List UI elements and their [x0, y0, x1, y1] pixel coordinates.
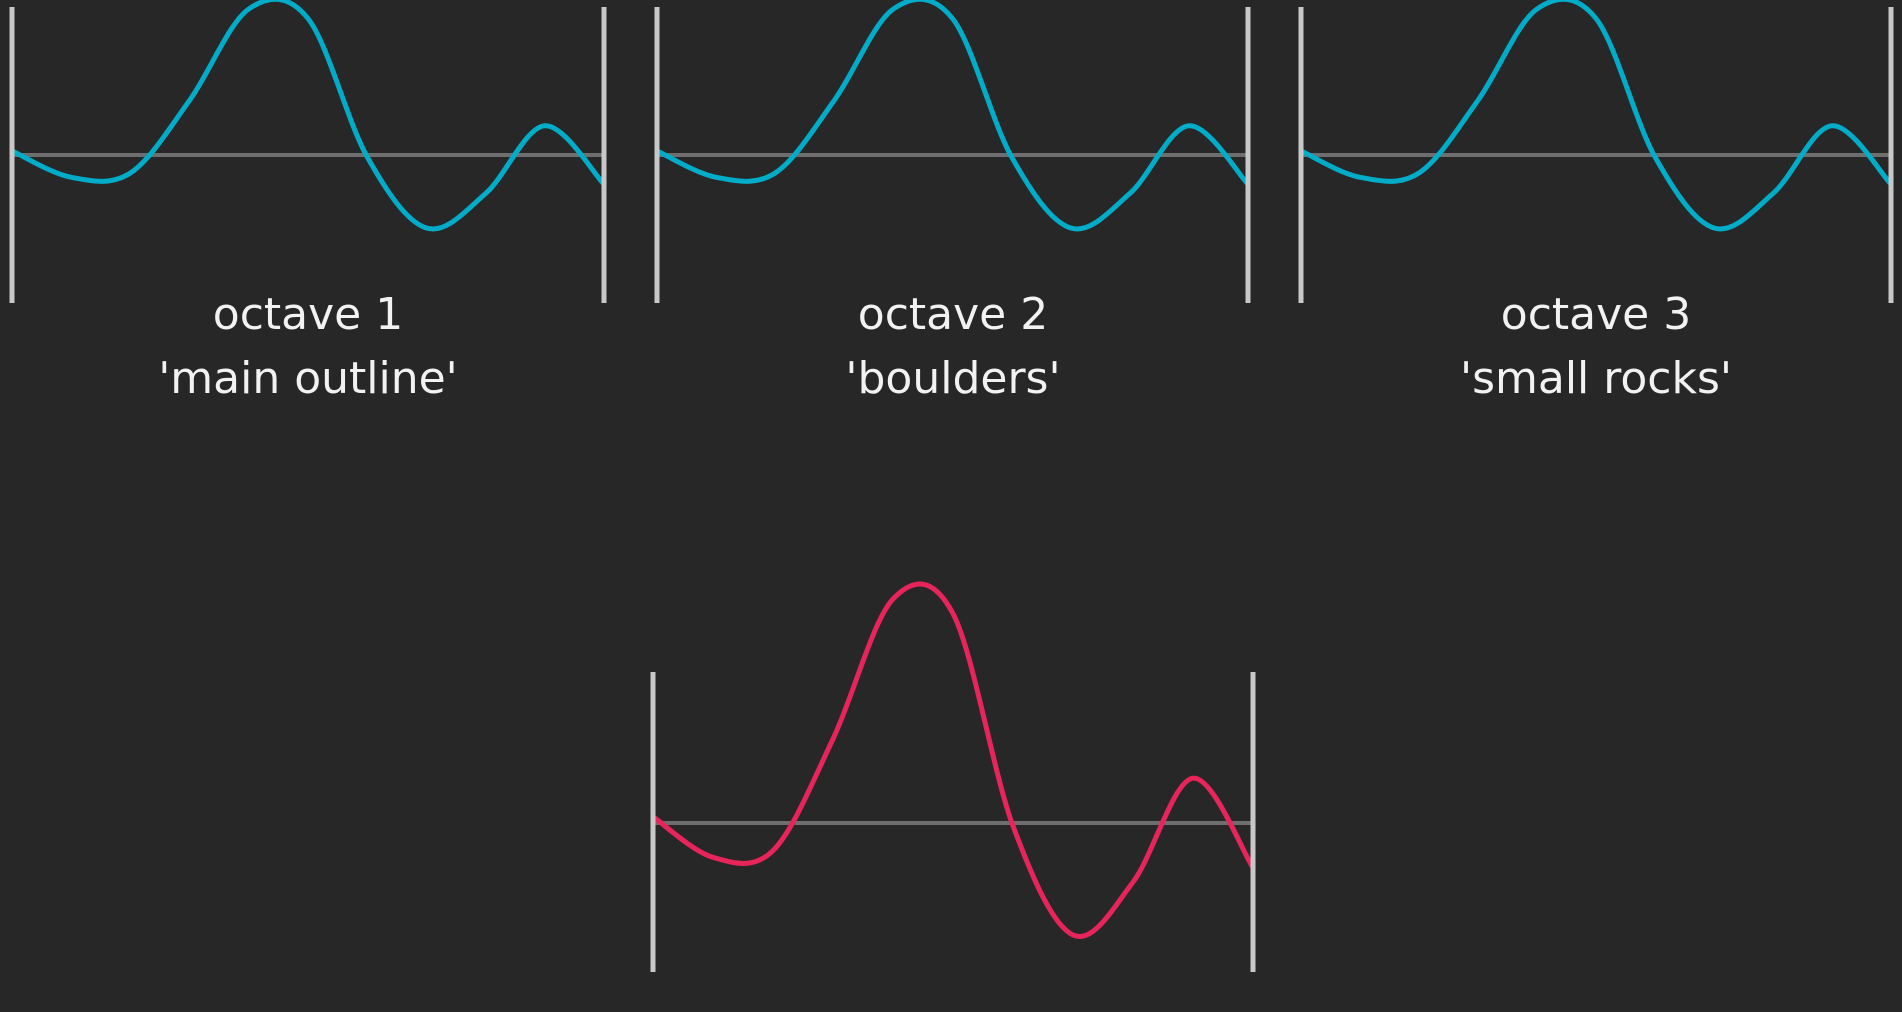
panel-combined	[650, 581, 1256, 972]
panel-octave-3	[1298, 0, 1894, 303]
octave-2-label: octave 2 'boulders'	[703, 283, 1203, 411]
octave-3-title: octave 3	[1500, 289, 1692, 340]
panel-octave-1	[9, 0, 607, 303]
octave-2-subtitle: 'boulders'	[845, 353, 1061, 404]
octave-1-label: octave 1 'main outline'	[58, 283, 558, 411]
combined-wave	[650, 581, 1256, 939]
octave-3-subtitle: 'small rocks'	[1459, 353, 1732, 404]
octave-1-wave	[9, 0, 607, 232]
panel-octave-2	[654, 0, 1251, 303]
octave-2-wave	[654, 0, 1251, 232]
octave-3-label: octave 3 'small rocks'	[1346, 283, 1846, 411]
octave-1-title: octave 1	[212, 289, 404, 340]
octave-3-wave	[1298, 0, 1894, 232]
octave-2-title: octave 2	[857, 289, 1049, 340]
octave-1-subtitle: 'main outline'	[158, 353, 458, 404]
